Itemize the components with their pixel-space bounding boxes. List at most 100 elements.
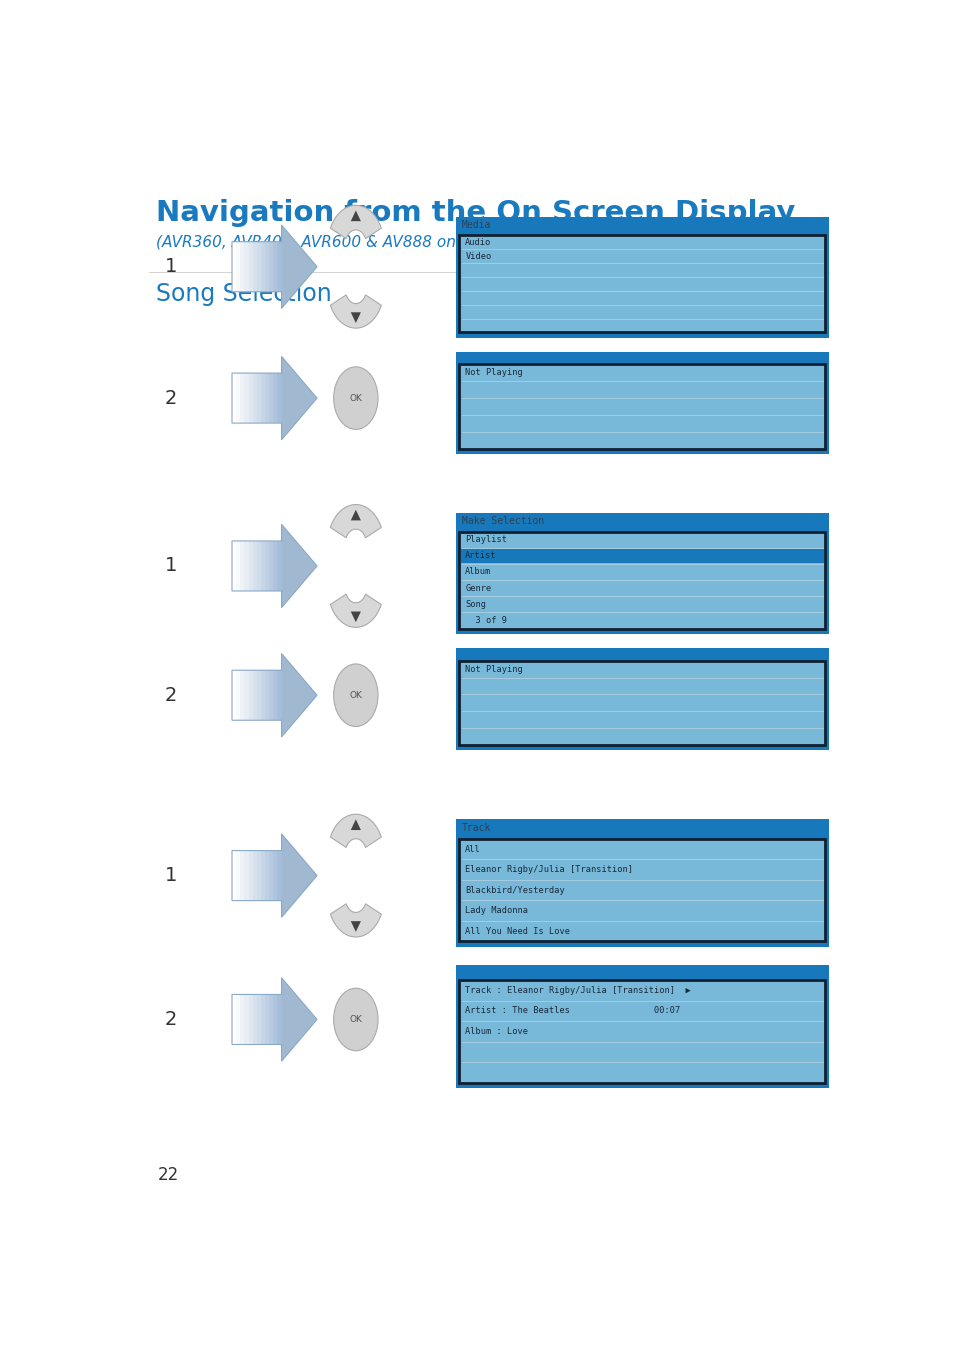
Polygon shape [244,994,248,1044]
Polygon shape [330,814,381,848]
Text: 1: 1 [165,867,177,886]
Polygon shape [253,542,256,590]
Polygon shape [330,505,381,538]
Polygon shape [277,994,281,1044]
Polygon shape [244,670,248,720]
FancyBboxPatch shape [456,649,828,750]
Polygon shape [260,242,265,291]
FancyBboxPatch shape [456,513,828,634]
Text: 2: 2 [165,1010,177,1029]
Polygon shape [236,994,240,1044]
Text: OK: OK [349,1016,362,1024]
Text: 2: 2 [165,389,177,408]
Polygon shape [248,850,253,900]
Text: Video: Video [465,252,491,261]
Polygon shape [281,225,316,309]
Text: Album: Album [465,567,491,577]
Text: Eleanor Rigby/Julia [Transition]: Eleanor Rigby/Julia [Transition] [465,865,633,875]
FancyBboxPatch shape [456,819,828,946]
Polygon shape [281,524,316,608]
Polygon shape [232,850,236,900]
Polygon shape [236,374,240,422]
Polygon shape [351,313,360,324]
Polygon shape [277,242,281,291]
Polygon shape [277,850,281,900]
Polygon shape [248,994,253,1044]
Polygon shape [244,542,248,590]
Polygon shape [277,670,281,720]
Polygon shape [244,850,248,900]
Polygon shape [253,670,256,720]
Polygon shape [248,670,253,720]
Polygon shape [269,670,273,720]
Polygon shape [240,374,244,422]
Polygon shape [240,542,244,590]
Text: Not Playing: Not Playing [465,368,522,378]
FancyBboxPatch shape [459,236,824,333]
Text: OK: OK [349,691,362,700]
Polygon shape [236,242,240,291]
Polygon shape [265,374,269,422]
Text: OK: OK [349,394,362,402]
Polygon shape [265,850,269,900]
Text: Track: Track [461,823,491,833]
Text: 22: 22 [157,1166,179,1185]
FancyBboxPatch shape [456,217,828,337]
Polygon shape [281,654,316,737]
Text: Song: Song [465,600,486,609]
Polygon shape [273,542,277,590]
Polygon shape [260,374,265,422]
Polygon shape [248,542,253,590]
Polygon shape [269,850,273,900]
Polygon shape [330,903,381,937]
Polygon shape [330,295,381,328]
Polygon shape [232,542,236,590]
Polygon shape [351,509,360,520]
Polygon shape [253,850,256,900]
Polygon shape [265,670,269,720]
Polygon shape [273,670,277,720]
Polygon shape [273,242,277,291]
Polygon shape [269,374,273,422]
Polygon shape [277,542,281,590]
Polygon shape [273,994,277,1044]
Polygon shape [256,242,260,291]
Text: Media: Media [461,221,491,230]
Text: Playlist: Playlist [465,535,507,544]
Polygon shape [256,374,260,422]
Polygon shape [269,242,273,291]
Polygon shape [232,670,236,720]
FancyBboxPatch shape [459,839,824,941]
Text: Album : Love: Album : Love [465,1028,528,1036]
Polygon shape [256,670,260,720]
Text: Make Selection: Make Selection [461,516,543,527]
Polygon shape [256,542,260,590]
Polygon shape [351,921,360,932]
Text: 3 of 9: 3 of 9 [465,616,507,626]
Polygon shape [265,994,269,1044]
Polygon shape [240,994,244,1044]
Text: 1: 1 [165,257,177,276]
Polygon shape [260,670,265,720]
Text: (AVR360, AVR400, AVR600 & AV888 only): (AVR360, AVR400, AVR600 & AV888 only) [156,236,475,250]
Polygon shape [253,242,256,291]
FancyBboxPatch shape [459,364,824,450]
Polygon shape [281,834,316,917]
FancyBboxPatch shape [459,661,824,745]
Circle shape [334,663,377,727]
Polygon shape [351,612,360,623]
Polygon shape [330,594,381,627]
FancyBboxPatch shape [459,980,824,1083]
Polygon shape [281,356,316,440]
Text: All: All [465,845,480,854]
Text: 2: 2 [165,685,177,704]
Polygon shape [351,819,360,830]
Polygon shape [244,242,248,291]
Circle shape [334,367,377,429]
Polygon shape [260,994,265,1044]
Polygon shape [248,374,253,422]
Text: Artist: Artist [465,551,497,561]
Text: Lady Madonna: Lady Madonna [465,906,528,915]
Polygon shape [236,542,240,590]
Text: Genre: Genre [465,584,491,593]
